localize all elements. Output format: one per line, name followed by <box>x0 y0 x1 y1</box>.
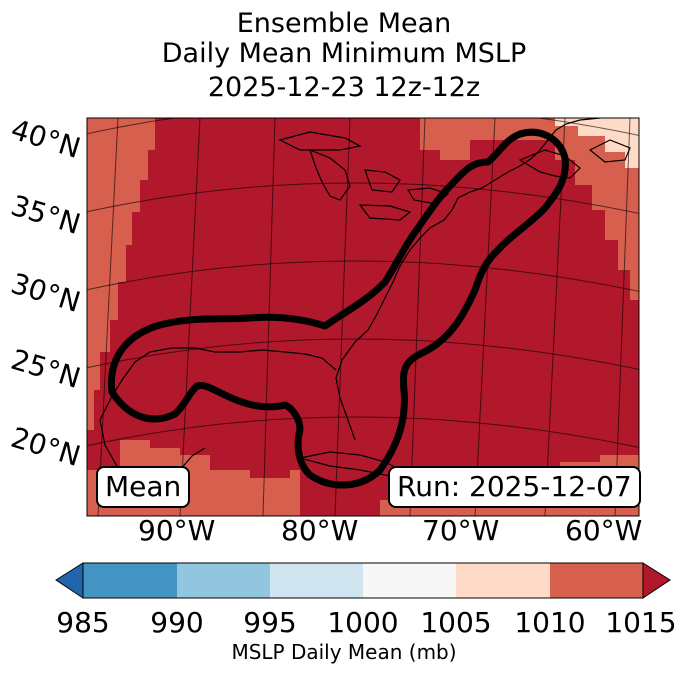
map-frame <box>86 117 640 517</box>
colorbar-tick-995: 995 <box>243 606 297 639</box>
meridian-70w <box>474 118 496 516</box>
lon-label-70w: 70°W <box>422 514 500 547</box>
parallel-20n <box>87 416 639 448</box>
colorbar-tick-1000: 1000 <box>327 606 399 639</box>
colorbar-tick-985: 985 <box>56 606 110 639</box>
meridian-60w <box>614 118 631 516</box>
title-line-2: Daily Mean Minimum MSLP <box>161 38 527 69</box>
great-lakes-outline <box>278 131 450 221</box>
lon-label-90w: 90°W <box>138 514 216 547</box>
title-line-1: Ensemble Mean <box>236 8 452 39</box>
colorbar-tick-1005: 1005 <box>420 606 492 639</box>
meridian-75w <box>409 118 426 516</box>
gulf-coast-coastline <box>99 347 337 421</box>
colorbar-bin-995-1000 <box>270 563 363 598</box>
parallel-35n <box>87 182 639 214</box>
east-coast-coastline <box>335 118 601 441</box>
colorbar-bin-985-990 <box>83 563 177 598</box>
pressure-band-1005-1010-west <box>87 118 155 430</box>
maritimes-coastline <box>518 139 631 179</box>
parallel-30n <box>87 260 639 292</box>
lon-label-80w: 80°W <box>281 514 359 547</box>
pressure-band-1000-1005-northeast <box>555 118 639 168</box>
mean-label-box: Mean <box>96 466 191 508</box>
mslp-map <box>86 117 640 517</box>
colorbar-bin-990-995 <box>177 563 270 598</box>
run-date-box: Run: 2025-12-07 <box>388 466 641 508</box>
colorbar-frame <box>82 562 644 599</box>
title-line-3: 2025-12-23 12z-12z <box>207 72 481 103</box>
colorbar-tick-1015: 1015 <box>605 606 677 639</box>
colorbar-label: MSLP Daily Mean (mb) <box>231 640 457 664</box>
colorbar-bin-1005-1010 <box>456 563 550 598</box>
parallel-40n <box>87 118 639 136</box>
colorbar-tick-990: 990 <box>150 606 204 639</box>
meridian-95w <box>97 118 119 516</box>
lon-label-60w: 60°W <box>565 514 643 547</box>
colorbar-bin-1010-1015 <box>550 563 643 598</box>
colorbar <box>55 562 671 599</box>
colorbar-extend-low <box>55 562 84 599</box>
pressure-band-1005-1010-northeast <box>420 118 639 300</box>
colorbar-tick-1010: 1010 <box>514 606 586 639</box>
colorbar-bin-1000-1005 <box>363 563 456 598</box>
colorbar-extend-high <box>642 562 671 599</box>
mslp-contour <box>107 128 569 489</box>
